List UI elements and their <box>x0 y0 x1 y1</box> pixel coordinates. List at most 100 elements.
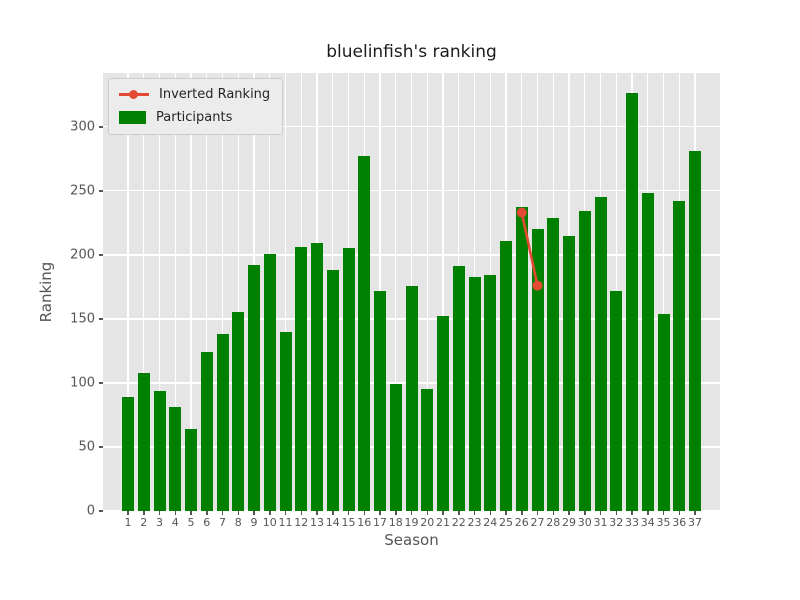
legend-label-inverted-ranking: Inverted Ranking <box>159 87 271 102</box>
x-tick-mark <box>631 511 633 515</box>
y-tick-label: 0 <box>86 503 95 519</box>
legend-line-dot <box>129 90 138 99</box>
bar-season-19 <box>405 285 418 511</box>
x-tick-mark <box>284 511 287 515</box>
y-tick-mark <box>99 446 103 448</box>
x-tick-mark <box>473 511 476 515</box>
x-tick-label: 1 <box>124 516 132 529</box>
bar-season-13 <box>311 243 323 511</box>
x-tick-mark <box>300 511 302 515</box>
y-tick-label: 50 <box>78 439 95 455</box>
x-tick-mark <box>221 511 224 515</box>
x-tick-label: 18 <box>388 516 403 529</box>
bar-season-5 <box>185 429 197 511</box>
y-tick-label: 200 <box>70 247 95 263</box>
x-tick-label: 23 <box>467 516 482 529</box>
x-axis-label: Season <box>384 531 439 549</box>
x-tick-mark <box>410 511 413 515</box>
bar-season-6 <box>200 352 213 511</box>
bar-season-28 <box>547 217 560 511</box>
x-tick-label: 5 <box>187 516 195 529</box>
x-tick-label: 15 <box>341 516 356 529</box>
x-tick-label: 27 <box>530 516 545 529</box>
bar-season-9 <box>248 265 260 511</box>
x-tick-mark <box>332 511 334 515</box>
x-tick-label: 13 <box>310 516 324 529</box>
legend-line-marker-icon <box>119 88 149 101</box>
bar-season-27 <box>531 229 544 511</box>
legend-item-participants: Participants <box>119 110 270 125</box>
x-tick-label: 11 <box>278 516 293 529</box>
y-tick-label: 250 <box>70 183 95 199</box>
bar-season-22 <box>452 266 465 511</box>
legend-item-inverted-ranking: Inverted Ranking <box>119 87 270 102</box>
x-tick-mark <box>584 511 586 515</box>
x-tick-label: 32 <box>609 516 624 529</box>
y-tick-mark <box>99 382 103 384</box>
x-tick-mark <box>442 511 444 515</box>
x-tick-mark <box>615 511 617 515</box>
x-tick-label: 36 <box>672 516 687 529</box>
bar-season-31 <box>594 197 607 511</box>
bar-season-4 <box>169 407 182 511</box>
x-tick-label: 25 <box>499 516 513 529</box>
x-tick-label: 22 <box>451 516 466 529</box>
x-tick-mark <box>552 511 554 515</box>
bar-season-12 <box>295 247 308 511</box>
bar-season-7 <box>216 334 229 511</box>
x-tick-label: 16 <box>357 516 372 529</box>
bar-season-16 <box>358 156 371 511</box>
x-tick-mark <box>662 511 665 515</box>
y-tick-mark <box>99 190 103 192</box>
x-tick-label: 31 <box>593 516 608 529</box>
y-tick-mark <box>99 126 103 128</box>
bar-season-25 <box>500 240 512 511</box>
x-tick-label: 35 <box>656 516 671 529</box>
bar-season-15 <box>342 248 355 511</box>
legend-color-swatch <box>119 111 146 124</box>
x-tick-label: 12 <box>294 516 309 529</box>
x-tick-label: 19 <box>404 516 419 529</box>
x-tick-mark <box>426 511 428 515</box>
x-tick-label: 3 <box>156 516 163 529</box>
bar-season-1 <box>122 397 134 511</box>
bar-season-34 <box>641 193 654 511</box>
x-tick-mark <box>395 511 397 515</box>
x-tick-mark <box>253 511 255 515</box>
x-tick-mark <box>237 511 239 515</box>
x-tick-mark <box>521 511 523 515</box>
bar-season-26 <box>515 207 528 511</box>
y-tick-mark <box>99 254 103 256</box>
x-tick-mark <box>206 511 208 515</box>
x-tick-mark <box>568 511 570 515</box>
x-tick-mark <box>489 511 491 515</box>
x-tick-mark <box>536 511 539 515</box>
bar-season-30 <box>578 211 591 511</box>
x-tick-label: 29 <box>562 516 576 529</box>
bar-season-18 <box>389 384 402 511</box>
bar-season-24 <box>484 275 497 511</box>
x-tick-label: 21 <box>436 516 450 529</box>
x-tick-label: 4 <box>171 516 179 529</box>
x-tick-mark <box>143 511 145 515</box>
bar-season-37 <box>689 151 701 511</box>
plot-area: Inverted Ranking Participants 0 50 100 150 2… <box>70 73 720 529</box>
bar-season-10 <box>263 253 276 511</box>
x-tick-mark <box>174 511 176 515</box>
bar-season-14 <box>326 270 339 511</box>
x-tick-mark <box>158 511 161 515</box>
x-tick-mark <box>127 511 129 515</box>
x-tick-label: 28 <box>546 516 561 529</box>
x-tick-label: 33 <box>625 516 639 529</box>
x-tick-mark <box>694 511 696 515</box>
x-tick-label: 10 <box>262 516 277 529</box>
x-tick-mark <box>599 511 602 515</box>
bar-season-2 <box>137 372 150 511</box>
x-tick-label: 6 <box>203 516 211 529</box>
x-tick-label: 30 <box>577 516 592 529</box>
bar-season-35 <box>657 313 670 511</box>
bar-season-17 <box>374 290 386 511</box>
bar-season-33 <box>626 93 638 511</box>
x-tick-mark <box>347 511 350 515</box>
